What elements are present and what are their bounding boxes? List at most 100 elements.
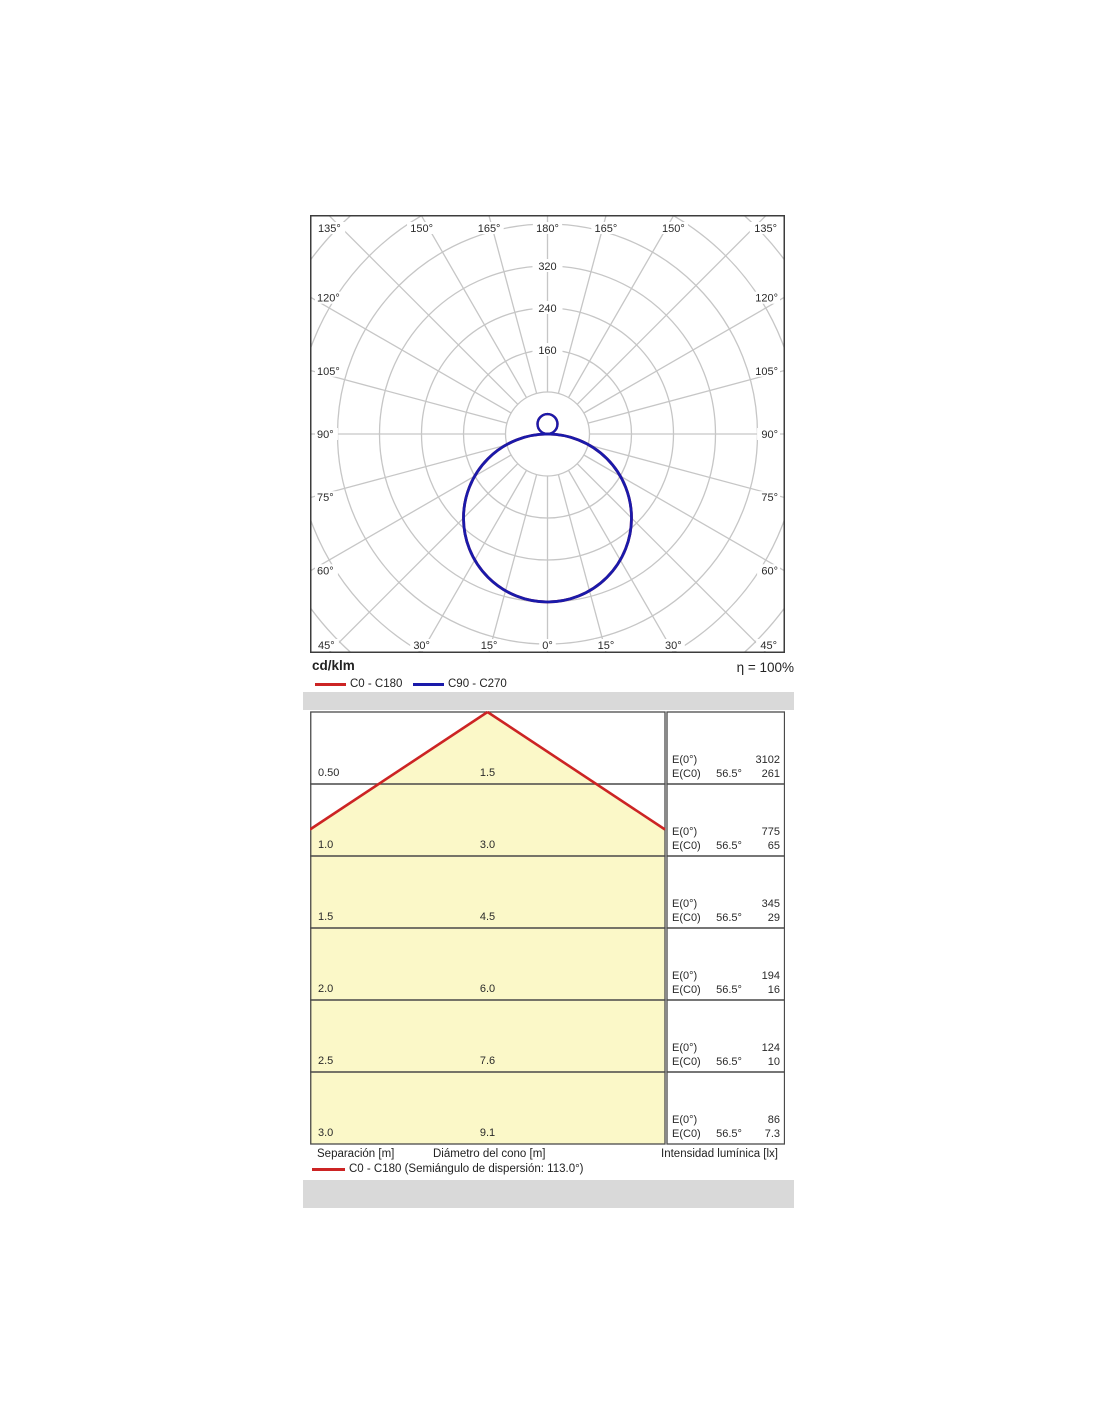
angle-tick-label: 105° bbox=[755, 366, 778, 378]
ec0-value: 10 bbox=[768, 1056, 780, 1068]
e0-value: 86 bbox=[768, 1114, 780, 1126]
e0-label: E(0°) bbox=[672, 826, 697, 838]
polar-grid-spoke bbox=[311, 444, 508, 499]
angle-tick-label: 75° bbox=[317, 492, 334, 504]
ec0-value: 29 bbox=[768, 912, 780, 924]
polar-grid-spoke bbox=[420, 216, 528, 398]
e0-value: 124 bbox=[762, 1042, 780, 1054]
angle-tick-label: 15° bbox=[481, 640, 498, 652]
angle-tick-label: 45° bbox=[760, 640, 777, 652]
polar-grid-spoke bbox=[576, 463, 767, 652]
polar-grid-spoke bbox=[587, 444, 784, 499]
angle-tick-label: 150° bbox=[410, 223, 433, 235]
e0-label: E(0°) bbox=[672, 970, 697, 982]
ec0-value: 261 bbox=[762, 768, 780, 780]
intensity-row-box bbox=[666, 1071, 785, 1145]
polar-grid-spoke bbox=[576, 216, 767, 405]
cone-diameter-value: 4.5 bbox=[480, 911, 495, 923]
angle-tick-label: 150° bbox=[662, 223, 685, 235]
angle-tick-label: 30° bbox=[665, 640, 682, 652]
ec0-value: 16 bbox=[768, 984, 780, 996]
ec0-angle: 56.5° bbox=[716, 768, 742, 780]
e0-label: E(0°) bbox=[672, 1114, 697, 1126]
polar-grid-spoke bbox=[583, 296, 784, 414]
cone-diagram-chart: 0.50 1.5 E(0°) 3102 E(C0) 56.5° 261 1.0 3.0 E(0°)… bbox=[310, 711, 785, 1145]
e0-label: E(0°) bbox=[672, 898, 697, 910]
legend-line-c90-c270 bbox=[413, 683, 444, 686]
angle-tick-label: 135° bbox=[318, 223, 341, 235]
ec0-angle: 56.5° bbox=[716, 840, 742, 852]
polar-curves bbox=[462, 412, 633, 604]
angle-tick-label: 75° bbox=[761, 492, 778, 504]
radial-tick-label: 240 bbox=[538, 303, 556, 315]
caption-separation: Separación [m] bbox=[317, 1148, 395, 1160]
e0-label: E(0°) bbox=[672, 1042, 697, 1054]
angle-tick-label: 165° bbox=[478, 223, 501, 235]
legend-line-cone-c0-c180 bbox=[312, 1168, 345, 1171]
radial-tick-label: 320 bbox=[538, 261, 556, 273]
ec0-angle: 56.5° bbox=[716, 984, 742, 996]
ec0-value: 65 bbox=[768, 840, 780, 852]
ec0-label: E(C0) bbox=[672, 840, 701, 852]
e0-value: 775 bbox=[762, 826, 780, 838]
angle-tick-label: 120° bbox=[317, 293, 340, 305]
caption-luminous-intensity: Intensidad lumínica [lx] bbox=[661, 1148, 778, 1160]
cone-diameter-value: 7.6 bbox=[480, 1055, 495, 1067]
cone-diameter-value: 6.0 bbox=[480, 983, 495, 995]
ec0-label: E(C0) bbox=[672, 984, 701, 996]
separation-value: 2.0 bbox=[318, 983, 333, 995]
polar-intensity-chart: 160 240 320 135° 150° 165° 180° 165° 150° 135° 45°… bbox=[310, 215, 785, 653]
polar-grid-spoke bbox=[567, 216, 675, 398]
polar-grid-spoke bbox=[420, 470, 528, 652]
ec0-value: 7.3 bbox=[765, 1128, 780, 1140]
ec0-label: E(C0) bbox=[672, 1128, 701, 1140]
curve-back-lobe-c90-c270 bbox=[536, 412, 559, 436]
polar-grid-spoke bbox=[488, 216, 538, 394]
separation-value: 2.5 bbox=[318, 1055, 333, 1067]
polar-unit-label: cd/klm bbox=[312, 658, 355, 673]
caption-cone-diameter: Diámetro del cono [m] bbox=[433, 1148, 546, 1160]
polar-grid-spoke bbox=[488, 474, 538, 652]
cone-diameter-value: 9.1 bbox=[480, 1127, 495, 1139]
polar-grid-spoke bbox=[583, 454, 784, 572]
legend-label-c0-c180: C0 - C180 bbox=[350, 678, 403, 690]
polar-grid-spoke bbox=[311, 296, 512, 414]
angle-tick-label: 45° bbox=[318, 640, 335, 652]
separation-value: 3.0 bbox=[318, 1127, 333, 1139]
angle-tick-label: 60° bbox=[317, 565, 334, 577]
cone-diameter-value: 1.5 bbox=[480, 767, 495, 779]
e0-value: 345 bbox=[762, 898, 780, 910]
cone-edge-left bbox=[310, 711, 489, 831]
polar-grid-spoke bbox=[557, 474, 607, 652]
legend-line-c0-c180 bbox=[315, 683, 346, 686]
section-divider-band bbox=[303, 692, 794, 710]
e0-label: E(0°) bbox=[672, 754, 697, 766]
ec0-label: E(C0) bbox=[672, 912, 701, 924]
polar-angle-labels: 135° 150° 165° 180° 165° 150° 135° 45° 30° 15° 0° 1… bbox=[315, 222, 780, 652]
ec0-angle: 56.5° bbox=[716, 1056, 742, 1068]
polar-radial-labels: 160 240 320 bbox=[532, 259, 563, 357]
angle-tick-label: 90° bbox=[761, 429, 778, 441]
e0-value: 3102 bbox=[756, 754, 780, 766]
ec0-angle: 56.5° bbox=[716, 912, 742, 924]
polar-grid-spoke bbox=[567, 470, 675, 652]
separation-value: 1.0 bbox=[318, 839, 333, 851]
ec0-label: E(C0) bbox=[672, 768, 701, 780]
angle-tick-label: 135° bbox=[754, 223, 777, 235]
legend-label-c90-c270: C90 - C270 bbox=[448, 678, 507, 690]
separation-value: 0.50 bbox=[318, 767, 339, 779]
angle-tick-label: 30° bbox=[413, 640, 430, 652]
angle-tick-label: 0° bbox=[542, 640, 553, 652]
polar-grid-spoke bbox=[328, 463, 519, 652]
separation-value: 1.5 bbox=[318, 911, 333, 923]
efficiency-label: η = 100% bbox=[736, 660, 794, 675]
radial-tick-label: 160 bbox=[538, 345, 556, 357]
bottom-divider-band bbox=[303, 1180, 794, 1208]
polar-frame bbox=[310, 215, 785, 653]
polar-grid-spoke bbox=[328, 216, 519, 405]
ec0-label: E(C0) bbox=[672, 1056, 701, 1068]
ec0-angle: 56.5° bbox=[716, 1128, 742, 1140]
angle-tick-label: 15° bbox=[598, 640, 615, 652]
angle-tick-label: 90° bbox=[317, 429, 334, 441]
